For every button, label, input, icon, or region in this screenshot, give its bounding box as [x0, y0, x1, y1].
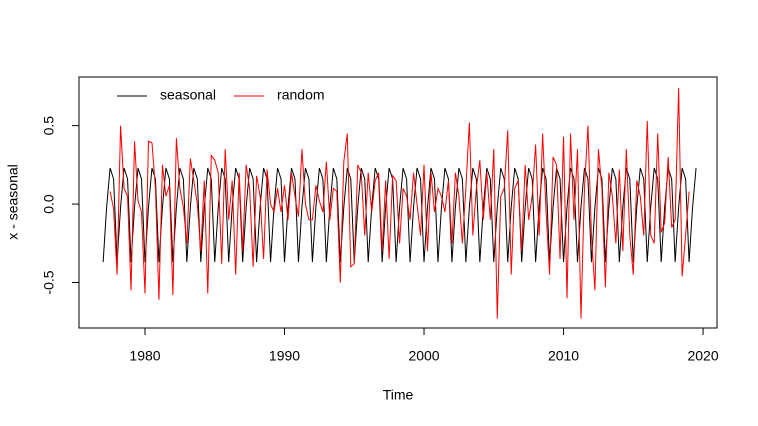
- legend-label: random: [277, 87, 324, 103]
- legend-label: seasonal: [160, 87, 216, 103]
- x-tick-label: 2010: [548, 348, 579, 364]
- y-tick-label: -0.5: [41, 270, 57, 294]
- y-axis-label: x - seasonal: [5, 164, 21, 239]
- series-line: [109, 87, 690, 319]
- x-tick-label: 1990: [269, 348, 300, 364]
- y-tick-label: 0.0: [41, 194, 57, 214]
- x-tick-label: 2000: [408, 348, 439, 364]
- x-tick-label: 1980: [129, 348, 160, 364]
- y-tick-label: 0.5: [41, 116, 57, 136]
- x-tick-label: 2020: [687, 348, 718, 364]
- x-axis-label: Time: [383, 387, 414, 403]
